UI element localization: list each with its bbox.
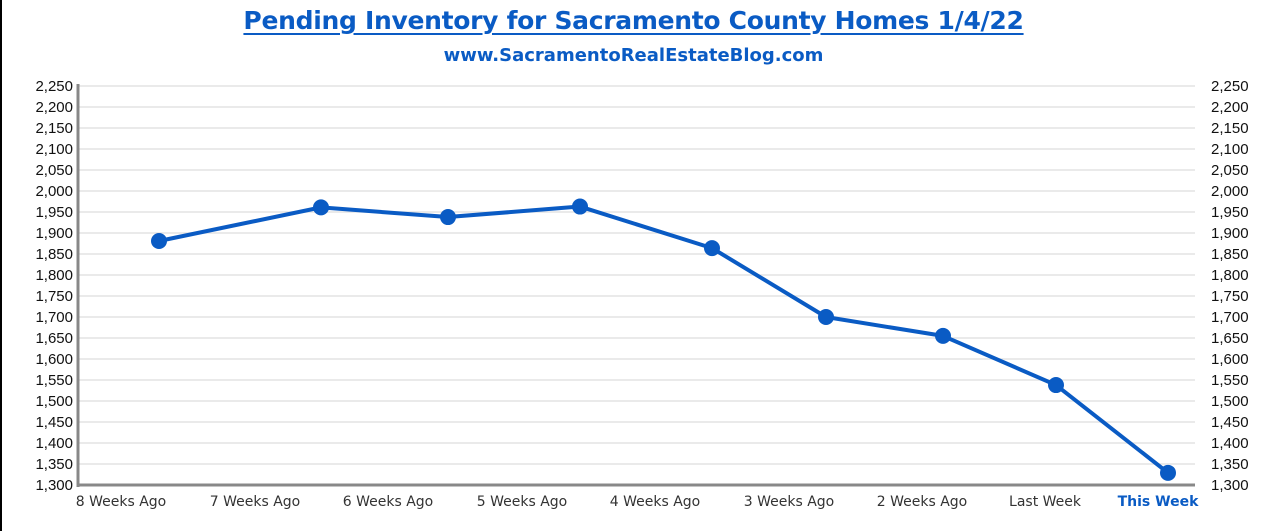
data-point[interactable]: [313, 199, 329, 216]
y-tick-label-left: 2,150: [35, 120, 73, 137]
gridlines: [78, 85, 1195, 465]
y-tick-label-left: 2,100: [35, 141, 73, 158]
data-point[interactable]: [151, 232, 167, 249]
data-point[interactable]: [1160, 464, 1176, 481]
y-tick-label-right: 1,650: [1211, 330, 1249, 347]
y-tick-label-left: 1,700: [35, 309, 73, 326]
y-tick-label-left: 2,000: [35, 183, 73, 200]
x-tick-label: 4 Weeks Ago: [610, 494, 701, 510]
y-tick-label-left: 2,250: [35, 78, 73, 95]
data-point[interactable]: [572, 198, 588, 215]
y-tick-label-right: 2,000: [1211, 183, 1249, 200]
y-tick-label-left: 1,750: [35, 288, 73, 305]
y-tick-label-right: 1,550: [1211, 372, 1249, 389]
x-axis-labels: 8 Weeks Ago 7 Weeks Ago 6 Weeks Ago 5 Weeks…: [76, 494, 1199, 510]
chart-title[interactable]: Pending Inventory for Sacramento County …: [243, 6, 1024, 35]
y-tick-label-right: 1,450: [1211, 414, 1249, 431]
y-tick-label-left: 1,850: [35, 246, 73, 263]
y-tick-label-left: 1,300: [35, 477, 73, 494]
y-tick-label-right: 1,850: [1211, 246, 1249, 263]
x-tick-label: Last Week: [1009, 494, 1082, 510]
data-point[interactable]: [440, 209, 456, 226]
data-point[interactable]: [704, 240, 720, 257]
chart-subtitle: www.SacramentoRealEstateBlog.com: [443, 45, 824, 66]
y-axis-right-labels: 2,250 2,200 2,150 2,100 2,050 2,000 1,950 1,900…: [1211, 78, 1249, 494]
x-tick-label: 2 Weeks Ago: [877, 494, 968, 510]
y-tick-label-right: 2,250: [1211, 78, 1249, 95]
y-tick-label-right: 1,750: [1211, 288, 1249, 305]
y-tick-label-left: 1,600: [35, 351, 73, 368]
series-line: [158, 204, 1170, 475]
y-tick-label-right: 1,600: [1211, 351, 1249, 368]
y-tick-label-right: 1,800: [1211, 267, 1249, 284]
y-tick-label-left: 1,450: [35, 414, 73, 431]
y-tick-label-left: 1,550: [35, 372, 73, 389]
y-tick-label-left: 1,400: [35, 435, 73, 452]
y-tick-label-right: 1,350: [1211, 456, 1249, 473]
y-axis-left-labels: 2,250 2,200 2,150 2,100 2,050 2,000 1,950 1,900…: [35, 78, 73, 494]
x-tick-label: 3 Weeks Ago: [744, 494, 835, 510]
y-tick-label-right: 1,900: [1211, 225, 1249, 242]
x-tick-label: 5 Weeks Ago: [477, 494, 568, 510]
y-tick-label-left: 1,950: [35, 204, 73, 221]
y-tick-label-right: 1,700: [1211, 309, 1249, 326]
y-tick-label-right: 1,400: [1211, 435, 1249, 452]
y-tick-label-right: 2,100: [1211, 141, 1249, 158]
data-point[interactable]: [818, 309, 834, 325]
data-point[interactable]: [935, 327, 951, 344]
y-tick-label-left: 1,350: [35, 456, 73, 473]
left-border: [0, 0, 2, 531]
y-tick-label-left: 2,050: [35, 162, 73, 179]
y-tick-label-right: 1,950: [1211, 204, 1249, 221]
y-tick-label-right: 2,050: [1211, 162, 1249, 179]
x-tick-label: 6 Weeks Ago: [343, 494, 434, 510]
data-point[interactable]: [1048, 377, 1064, 394]
y-tick-label-left: 1,800: [35, 267, 73, 284]
y-tick-label-left: 2,200: [35, 99, 73, 116]
y-tick-label-left: 1,500: [35, 393, 73, 410]
y-tick-label-right: 1,500: [1211, 393, 1249, 410]
y-tick-label-right: 1,300: [1211, 477, 1249, 494]
y-tick-label-left: 1,650: [35, 330, 73, 347]
x-tick-label: This Week: [1118, 494, 1199, 510]
x-tick-label: 8 Weeks Ago: [76, 494, 167, 510]
y-tick-label-left: 1,900: [35, 225, 73, 242]
y-tick-label-right: 2,150: [1211, 120, 1249, 137]
y-tick-label-right: 2,200: [1211, 99, 1249, 116]
data-points: [151, 198, 1176, 481]
x-tick-label: 7 Weeks Ago: [210, 494, 301, 510]
